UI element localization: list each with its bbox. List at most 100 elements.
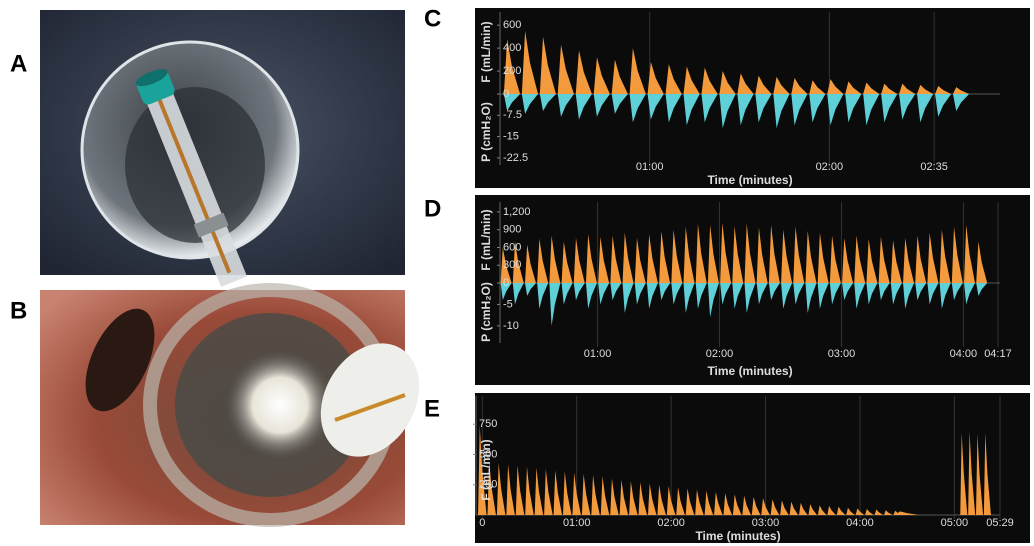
flow-peak <box>899 83 916 94</box>
pressure-trough <box>854 283 866 309</box>
pressure-trough <box>805 283 817 313</box>
flow-peak <box>881 83 898 94</box>
flow-peak <box>610 235 622 283</box>
flow-peak <box>890 240 902 283</box>
pressure-trough <box>917 94 934 123</box>
flow-peak <box>500 247 512 283</box>
flow-peak <box>619 479 629 515</box>
flow-peak <box>866 239 878 283</box>
flow-peak <box>719 71 736 94</box>
pressure-trough <box>683 283 695 313</box>
x-tick-label: 05:00 <box>941 517 969 529</box>
x-tick-label: 01:00 <box>636 161 664 173</box>
flow-peak <box>799 502 808 515</box>
pressure-trough <box>500 283 512 301</box>
pressure-trough <box>939 283 951 309</box>
flow-peak <box>600 476 610 515</box>
flow-peak <box>827 505 836 515</box>
flow-peak <box>865 508 874 515</box>
flow-peak <box>976 241 988 283</box>
pressure-trough <box>539 94 556 112</box>
pressure-trough <box>732 283 744 309</box>
flow-peak <box>478 425 487 515</box>
flow-peak <box>845 81 862 94</box>
pressure-trough <box>827 94 844 126</box>
pressure-trough <box>695 283 707 309</box>
flow-peak <box>878 236 890 283</box>
flow-peak <box>874 509 884 515</box>
pressure-trough <box>899 94 916 120</box>
flow-peak <box>591 475 600 515</box>
flow-peak <box>723 493 733 515</box>
flow-peak <box>544 469 553 515</box>
y-tick-label: 500 <box>479 448 497 460</box>
pressure-trough <box>629 94 646 123</box>
pressure-trough <box>976 283 988 296</box>
flow-peak <box>791 77 808 94</box>
x-tick-label: 02:00 <box>706 348 734 360</box>
flow-peak <box>557 44 574 94</box>
flow-peak <box>646 234 658 283</box>
flow-peak <box>854 235 866 283</box>
flow-peak <box>915 235 927 283</box>
flow-peak <box>732 226 744 283</box>
flow-peak <box>598 236 610 283</box>
pressure-trough <box>585 283 597 309</box>
pressure-trough <box>866 283 878 305</box>
pressure-trough <box>521 94 539 114</box>
y-axis-title: F (mL/min) <box>479 21 493 82</box>
y-axis-title: F (mL/min) <box>479 209 493 270</box>
pressure-trough <box>598 283 610 305</box>
flow-peak <box>539 36 556 94</box>
pressure-trough <box>720 283 732 305</box>
panel-label: B <box>10 297 27 324</box>
flow-peak <box>805 230 817 283</box>
x-tick-label: 05:29 <box>986 517 1014 529</box>
flow-peak <box>534 467 544 515</box>
pressure-trough <box>707 283 719 318</box>
pressure-trough <box>878 283 890 301</box>
x-tick-label: 02:00 <box>657 517 685 529</box>
flow-peak <box>676 487 685 515</box>
pressure-trough <box>573 283 585 301</box>
flow-peak <box>525 244 536 283</box>
flow-peak <box>685 488 695 515</box>
pressure-trough <box>952 94 970 112</box>
panel-label: D <box>424 195 441 222</box>
flow-peak <box>572 472 581 515</box>
pressure-trough <box>659 283 671 301</box>
flow-peak <box>846 507 855 515</box>
flow-peak <box>647 483 657 515</box>
pressure-trough <box>647 94 664 120</box>
x-tick-label: 04:17 <box>984 348 1012 360</box>
pressure-trough <box>611 94 628 114</box>
pressure-trough <box>845 94 862 123</box>
pressure-trough <box>671 283 683 305</box>
flow-peak <box>666 485 676 515</box>
y2-tick-label: -22.5 <box>503 152 528 164</box>
flow-peak <box>701 67 718 94</box>
flow-peak <box>884 510 893 515</box>
flow-peak <box>789 501 799 515</box>
pressure-trough <box>683 94 700 126</box>
pressure-trough <box>622 283 634 313</box>
pressure-trough <box>737 94 754 126</box>
flow-peak <box>755 75 772 94</box>
flow-peak <box>704 490 714 515</box>
pressure-trough <box>646 283 658 309</box>
x-tick-label: 01:00 <box>584 348 612 360</box>
pressure-trough <box>755 94 772 123</box>
y2-tick-label: -15 <box>503 131 519 143</box>
flow-peak <box>903 237 915 283</box>
panel-label: C <box>424 5 441 32</box>
flow-peak <box>638 482 648 515</box>
flow-peak <box>512 241 524 283</box>
pressure-trough <box>701 94 718 123</box>
flow-peak <box>561 241 573 283</box>
flow-peak <box>935 85 952 94</box>
flow-peak <box>829 235 841 283</box>
y-tick-label: 200 <box>503 65 521 77</box>
photo-b <box>40 283 420 527</box>
pressure-trough <box>809 94 826 123</box>
